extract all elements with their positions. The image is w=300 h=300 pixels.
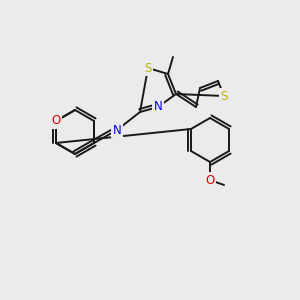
Text: O: O bbox=[51, 115, 61, 128]
Text: S: S bbox=[220, 89, 228, 103]
Text: O: O bbox=[206, 173, 214, 187]
Text: N: N bbox=[154, 100, 162, 113]
Text: N: N bbox=[112, 124, 122, 136]
Text: S: S bbox=[144, 61, 152, 74]
